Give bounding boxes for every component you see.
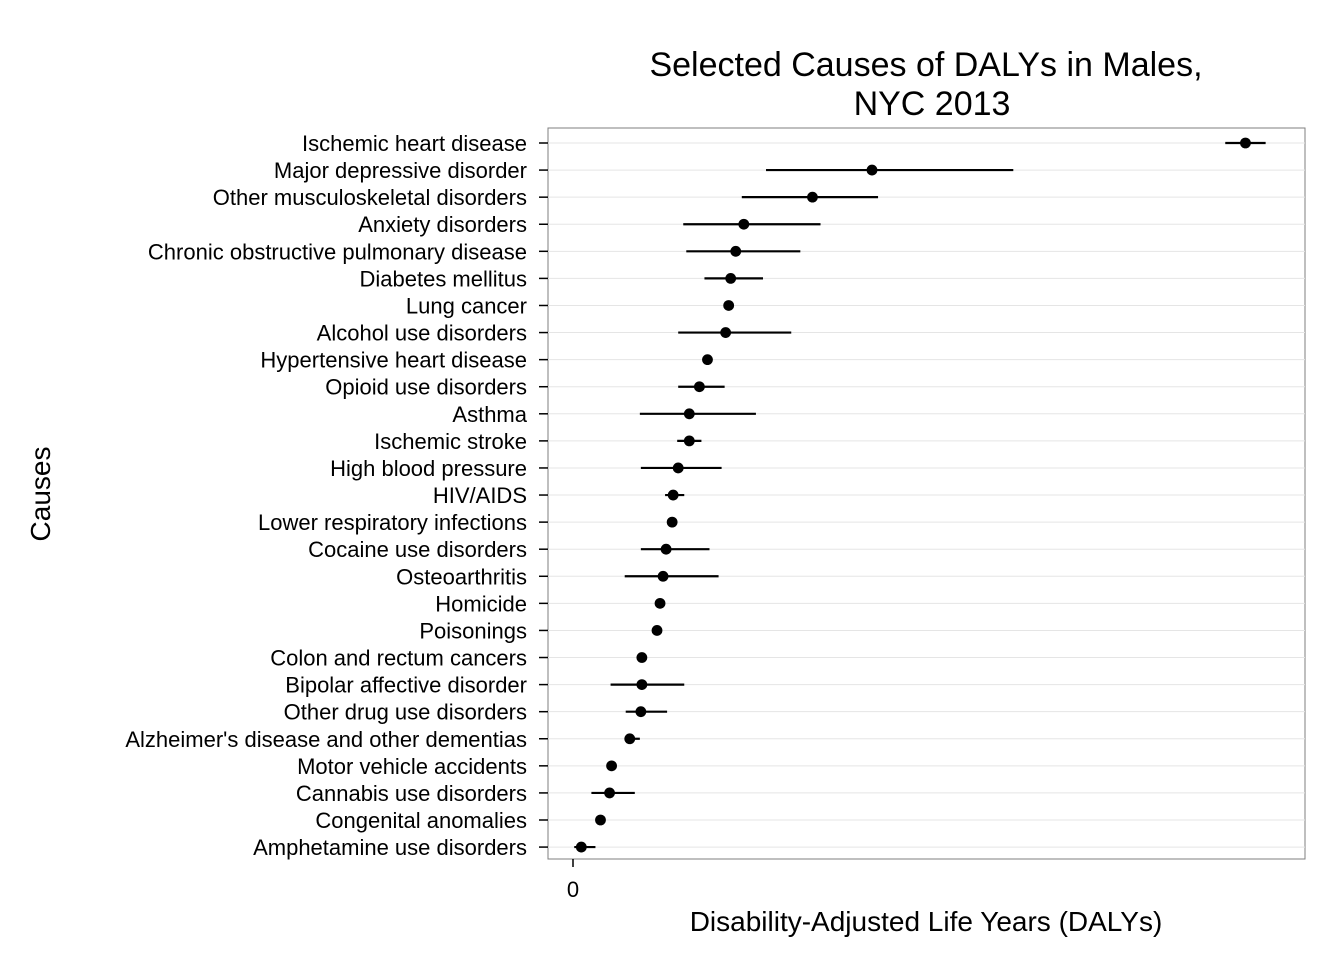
data-point xyxy=(575,841,587,853)
data-point xyxy=(667,489,679,501)
grid-lines xyxy=(548,142,1305,848)
data-point xyxy=(595,814,606,826)
data-point xyxy=(635,706,647,718)
y-axis-tick-label: Hypertensive heart disease xyxy=(260,348,527,373)
y-axis-tick-label: Ischemic heart disease xyxy=(302,131,527,156)
y-axis-tick-label: Poisonings xyxy=(419,618,527,643)
y-axis-tick-label: Alzheimer's disease and other dementias xyxy=(125,727,527,752)
data-point xyxy=(1240,137,1251,149)
y-axis-tick-label: Lower respiratory infections xyxy=(258,510,527,535)
y-axis-tick-label: Diabetes mellitus xyxy=(359,266,527,291)
chart-title-line-1: Selected Causes of DALYs in Males, xyxy=(649,46,1202,84)
y-axis-tick-label: Cocaine use disorders xyxy=(308,537,527,562)
data-point xyxy=(624,733,636,745)
y-axis-tick-label: Alcohol use disorders xyxy=(317,321,527,346)
y-axis-tick-label: Amphetamine use disorders xyxy=(253,835,527,860)
y-axis-tick-label: Major depressive disorder xyxy=(274,158,527,183)
data-point xyxy=(730,245,742,257)
data-point xyxy=(606,760,617,772)
y-axis-tick-label: HIV/AIDS xyxy=(433,483,527,508)
y-axis-ticks xyxy=(539,142,548,848)
data-point xyxy=(694,381,705,393)
y-axis-tick-label: Cannabis use disorders xyxy=(296,781,527,806)
data-point xyxy=(866,164,878,176)
data-point xyxy=(636,652,648,663)
y-axis-tick-label: Opioid use disorders xyxy=(325,375,527,400)
y-axis-tick-label: Bipolar affective disorder xyxy=(285,673,527,698)
data-point xyxy=(738,218,750,230)
data-point xyxy=(636,679,648,690)
x-axis-tick-label: 0 xyxy=(567,877,579,902)
y-axis-tick-label: Chronic obstructive pulmonary disease xyxy=(148,239,527,264)
data-point xyxy=(654,597,666,609)
y-axis-tick-label: Homicide xyxy=(435,591,527,616)
data-point xyxy=(604,787,615,799)
y-axis-tick-label: Colon and rectum cancers xyxy=(270,646,527,671)
data-point xyxy=(657,570,669,582)
data-point xyxy=(725,273,737,284)
y-axis-tick-label: High blood pressure xyxy=(330,456,527,481)
y-axis-tick-label: Asthma xyxy=(452,402,527,427)
x-axis-title: Disability-Adjusted Life Years (DALYs) xyxy=(690,906,1163,937)
y-axis-tick-label: Osteoarthritis xyxy=(396,564,527,589)
y-axis-tick-label: Ischemic stroke xyxy=(374,429,527,454)
data-point xyxy=(666,516,678,528)
data-points xyxy=(575,137,1251,853)
data-point xyxy=(660,543,672,555)
chart-title-line-2: NYC 2013 xyxy=(854,85,1011,123)
data-point xyxy=(720,327,732,338)
data-point xyxy=(702,354,713,366)
data-point xyxy=(723,300,735,311)
data-point xyxy=(651,625,663,636)
data-point xyxy=(807,191,818,203)
plot-panel xyxy=(547,127,1306,860)
y-axis-tick-label: Anxiety disorders xyxy=(358,212,527,237)
y-axis-title: Causes xyxy=(25,447,56,542)
y-axis-tick-label: Motor vehicle accidents xyxy=(297,754,527,779)
data-point xyxy=(672,462,684,474)
y-axis-tick-label: Congenital anomalies xyxy=(315,808,527,833)
y-axis-tick-label: Lung cancer xyxy=(406,293,527,318)
data-point xyxy=(683,435,695,447)
y-axis-tick-label: Other drug use disorders xyxy=(284,700,527,725)
data-point xyxy=(683,408,695,420)
y-axis-tick-label: Other musculoskeletal disorders xyxy=(213,185,527,210)
